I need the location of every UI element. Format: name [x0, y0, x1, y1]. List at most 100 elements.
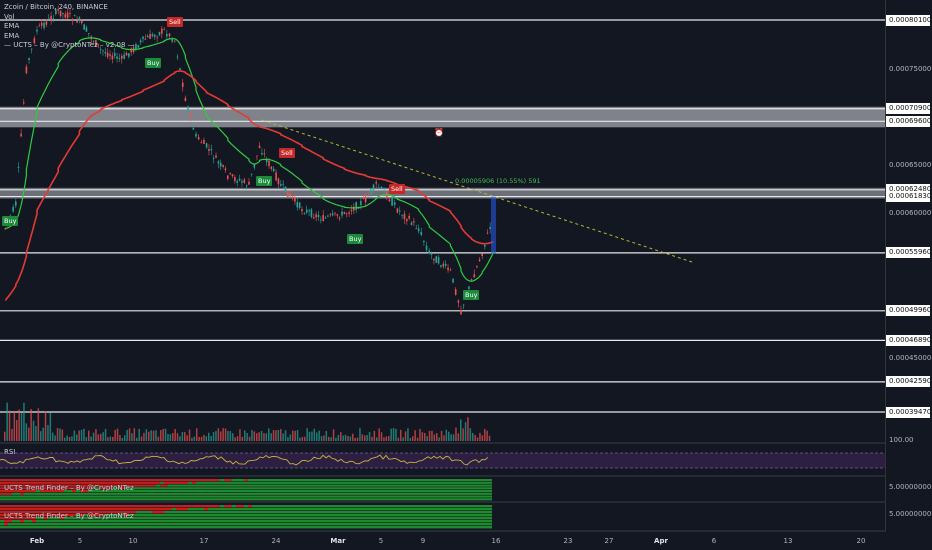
trend-cell [252, 520, 256, 523]
trend-cell [248, 505, 252, 508]
x-tick-label[interactable]: 5 [378, 537, 384, 545]
trend-cell [20, 479, 24, 482]
legend-ucts[interactable]: — UCTS – By @CryptoNTez – v2.08 — [4, 41, 135, 49]
price-label[interactable]: 0.00062480 [886, 184, 931, 196]
price-label[interactable]: 0.00045000 [889, 354, 932, 363]
trend-cell [284, 492, 288, 495]
trend-cell [56, 523, 60, 526]
trend-cell [200, 526, 204, 529]
trend-cell [24, 484, 28, 487]
trend-cell [40, 487, 44, 490]
trend-cell [220, 511, 224, 514]
trend-cell [448, 520, 452, 523]
trend-cell [108, 523, 112, 526]
volume-bar [104, 428, 107, 441]
trend-cell [232, 481, 236, 484]
trend-cell [216, 481, 220, 484]
trend-cell [8, 526, 12, 529]
sell-signal[interactable]: Sell [389, 184, 405, 194]
x-tick-label[interactable]: 13 [783, 537, 793, 545]
trend-cell [120, 495, 124, 498]
trend-cell [12, 498, 16, 501]
x-tick-label[interactable]: 27 [604, 537, 614, 545]
trend-cell [56, 492, 60, 495]
trend-cell [16, 520, 20, 523]
buy-signal[interactable]: Buy [145, 58, 162, 68]
x-tick-label[interactable]: 23 [563, 537, 573, 545]
pane-scale-label[interactable]: 100.00 [889, 435, 914, 444]
x-tick-label[interactable]: 16 [491, 537, 501, 545]
trend-cell [96, 498, 100, 501]
price-label[interactable]: 0.00055960 [886, 247, 931, 259]
trend-cell [344, 520, 348, 523]
trend-cell [20, 481, 24, 484]
trend-cell [244, 508, 248, 511]
trend-cell [316, 495, 320, 498]
trend-finder-1-label[interactable]: UCTS Trend Finder – By @CryptoNTez [4, 484, 134, 492]
buy-signal[interactable]: Buy [347, 234, 364, 244]
trend-cell [404, 487, 408, 490]
trend-cell [112, 508, 116, 511]
alarm-clock-icon[interactable]: ⏰ [434, 128, 444, 137]
pane-scale-label[interactable]: 5.00000000 [889, 482, 932, 491]
legend-vol[interactable]: Vol [4, 12, 15, 21]
sell-signal[interactable]: Sell [279, 148, 295, 158]
rsi-pane-label[interactable]: RSI [4, 448, 16, 456]
price-label[interactable]: 0.00070900 [886, 103, 931, 115]
legend-ema-2[interactable]: EMA [4, 31, 20, 40]
trend-cell [224, 481, 228, 484]
x-tick-label[interactable]: 17 [199, 537, 209, 545]
candle-body [460, 310, 462, 315]
price-label[interactable]: 0.00061830 [886, 190, 931, 202]
trend-cell [104, 511, 108, 514]
buy-signal[interactable]: Buy [2, 216, 19, 226]
trend-cell [20, 526, 24, 529]
trend-cell [176, 505, 180, 508]
trend-cell [456, 481, 460, 484]
price-label[interactable]: 0.00075000 [889, 64, 932, 73]
price-label[interactable]: 0.00069600 [886, 115, 931, 127]
trend-cell [472, 481, 476, 484]
legend-ema-1[interactable]: EMA [4, 22, 20, 30]
pane-scale-label[interactable]: 5.00000000 [889, 509, 932, 518]
price-label[interactable]: 0.00060000 [889, 209, 932, 218]
volume-bar [80, 429, 83, 441]
buy-signal[interactable]: Buy [256, 176, 273, 186]
price-label[interactable]: 0.00046890 [886, 334, 931, 346]
trend-cell [4, 526, 8, 529]
x-tick-label[interactable]: 5 [77, 537, 83, 545]
x-tick-label[interactable]: 6 [711, 537, 717, 545]
price-label[interactable]: 0.00080100 [886, 14, 931, 26]
price-label[interactable]: 0.00065000 [889, 161, 932, 170]
trend-cell [184, 481, 188, 484]
trend-cell [324, 508, 328, 511]
trend-cell [144, 505, 148, 508]
candle-body [423, 240, 425, 243]
x-tick-label[interactable]: Apr [654, 537, 668, 545]
symbol-title[interactable]: Zcoin / Bitcoin, 240, BINANCE [4, 3, 108, 11]
trend-cell [216, 479, 220, 482]
trend-cell [320, 481, 324, 484]
sell-signal[interactable]: Sell [167, 17, 183, 27]
x-tick-label[interactable]: Feb [29, 537, 45, 545]
buy-signal[interactable]: Buy [463, 290, 480, 300]
x-tick-label[interactable]: Mar [330, 537, 346, 545]
candle-body [189, 113, 192, 117]
trend-cell [232, 526, 236, 529]
x-tick-label[interactable]: 10 [128, 537, 138, 545]
trend-cell [124, 511, 128, 514]
volume-bar [318, 430, 320, 441]
x-tick-label[interactable]: 24 [271, 537, 281, 545]
price-label[interactable]: 0.00049960 [886, 305, 931, 317]
trend-cell [420, 517, 424, 520]
price-label[interactable]: 0.00042590 [886, 376, 931, 388]
x-tick-label[interactable]: 9 [420, 537, 426, 545]
price-label[interactable]: 0.00039470 [886, 406, 931, 418]
trend-cell [468, 517, 472, 520]
trend-cell [176, 487, 180, 490]
trend-finder-2-label[interactable]: UCTS Trend Finder – By @CryptoNTez [4, 512, 134, 520]
x-tick-label[interactable]: 20 [856, 537, 866, 545]
price-axis[interactable] [885, 0, 932, 531]
trend-cell [316, 479, 320, 482]
